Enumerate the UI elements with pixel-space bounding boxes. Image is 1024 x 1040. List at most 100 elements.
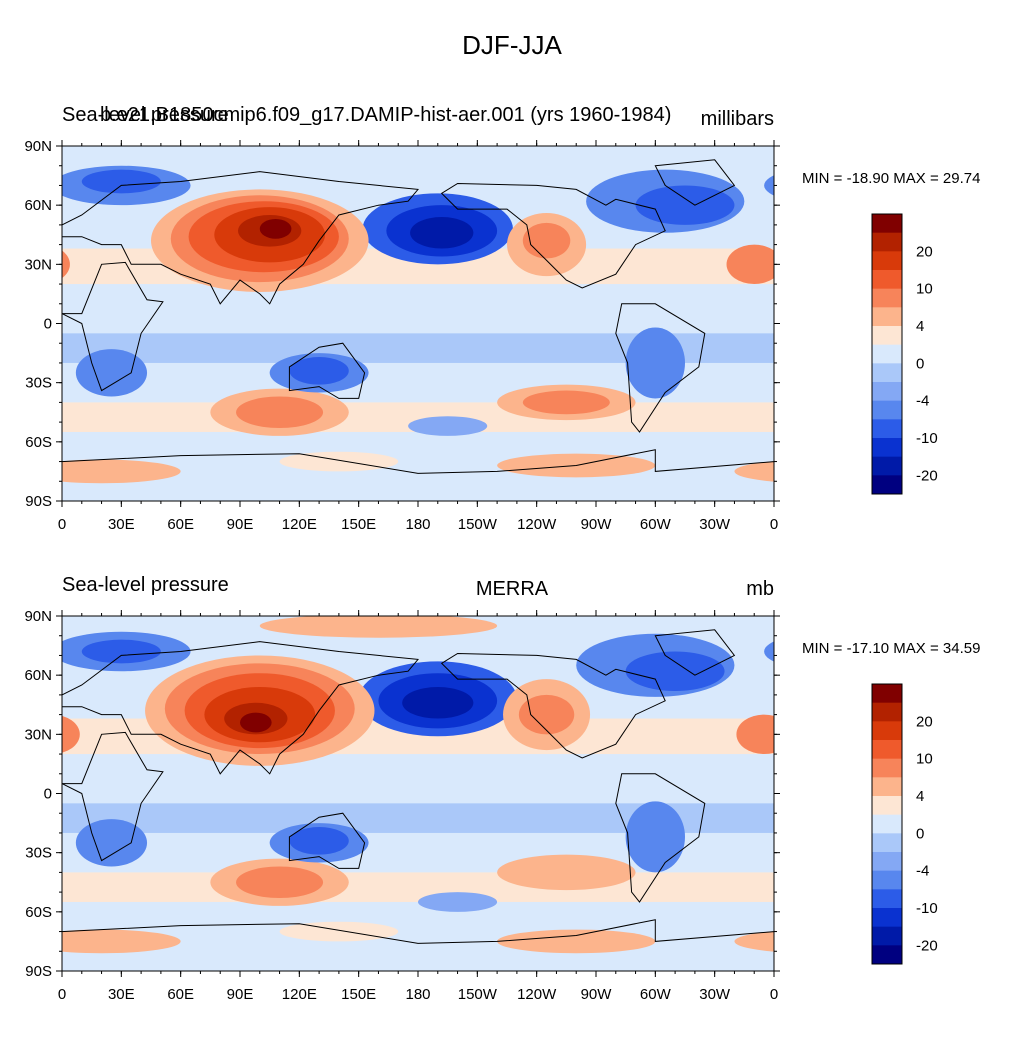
field-contour-region bbox=[948, 866, 1024, 898]
field-contour-region bbox=[259, 218, 292, 239]
field-contour-region bbox=[0, 652, 13, 691]
field-band bbox=[62, 872, 774, 902]
field-contour-region bbox=[922, 389, 1024, 436]
merra-map: 90N 60N 30N 0 30S 60S 90S 0 30E 60E 90E 120E 150E 180… bbox=[0, 608, 1024, 1003]
panel-left-label: Sea-level pressure bbox=[62, 104, 229, 126]
colorbar-label: 10 bbox=[916, 751, 933, 768]
continent-outline bbox=[615, 303, 706, 433]
field-contour-region bbox=[1001, 357, 1024, 385]
field-contour-region bbox=[635, 185, 735, 225]
field-contour-region bbox=[75, 819, 148, 867]
field-contour-region bbox=[279, 451, 399, 472]
colorbar-swatch bbox=[872, 344, 902, 364]
colorbar-swatch bbox=[872, 908, 902, 928]
lat-tick-label: 60N bbox=[24, 197, 52, 214]
lon-tick-label: 90W bbox=[581, 516, 613, 533]
colorbar-swatch bbox=[872, 232, 902, 252]
lon-tick-label: 60W bbox=[640, 516, 672, 533]
field-contour-region bbox=[901, 201, 1024, 272]
colorbar-label: 0 bbox=[916, 355, 924, 372]
colorbar-swatch bbox=[872, 852, 902, 872]
colorbar-label: 4 bbox=[916, 318, 924, 335]
field-contour-region bbox=[289, 827, 349, 855]
colorbar-swatch bbox=[872, 889, 902, 909]
field-contour-region bbox=[62, 715, 80, 753]
field-contour-region bbox=[936, 703, 999, 735]
continent-outline bbox=[62, 261, 164, 392]
field-contour-region bbox=[972, 614, 1024, 638]
field-contour-region bbox=[236, 396, 324, 429]
panel-minmax: MIN = -18.90 MAX = 29.74 bbox=[802, 170, 981, 187]
continent-outline bbox=[440, 182, 666, 289]
colorbar-label: -4 bbox=[916, 393, 929, 410]
panel-left-label: Sea-level pressure bbox=[62, 574, 229, 596]
lat-tick-label: 90N bbox=[24, 138, 52, 155]
colorbar-swatch bbox=[872, 777, 902, 797]
panel-units-label: millibars bbox=[700, 108, 774, 130]
lon-tick-label: 180 bbox=[405, 516, 430, 533]
field-contour-region bbox=[240, 712, 272, 733]
lat-tick-label: 60N bbox=[24, 667, 52, 684]
field-contour-region bbox=[736, 714, 774, 755]
field-contour-region bbox=[402, 687, 474, 719]
lat-tick-label: 30N bbox=[24, 256, 52, 273]
colorbar-label: 10 bbox=[916, 281, 933, 298]
field-contour-region bbox=[764, 641, 774, 662]
panel-units-label: mb bbox=[746, 578, 774, 600]
lon-tick-label: 90E bbox=[227, 516, 254, 533]
lon-tick-label: 120E bbox=[282, 986, 317, 1003]
field-contour-region bbox=[992, 452, 1024, 472]
field-contour-region bbox=[734, 931, 774, 952]
field-contour-region bbox=[897, 673, 1024, 748]
lon-tick-label: 30W bbox=[699, 986, 731, 1003]
continent-outline bbox=[288, 812, 366, 869]
colorbar: 20 10 4 0 -4 -10 -20 bbox=[871, 213, 938, 495]
field-contour-region bbox=[625, 327, 685, 399]
colorbar-swatch bbox=[872, 740, 902, 760]
field-contour-region bbox=[81, 639, 161, 664]
colorbar-label: -4 bbox=[916, 863, 929, 880]
colorbar-label: 0 bbox=[916, 825, 924, 842]
continent-outline bbox=[62, 731, 164, 862]
lon-tick-label: 150W bbox=[458, 516, 498, 533]
colorbar-swatch bbox=[872, 400, 902, 420]
colorbar-swatch bbox=[872, 382, 902, 402]
lon-tick-label: 0 bbox=[770, 986, 778, 1003]
field-contour-region bbox=[518, 694, 575, 735]
colorbar: 20 10 4 0 -4 -10 -20 bbox=[871, 683, 938, 965]
field-contour-region bbox=[922, 859, 1024, 906]
lat-tick-label: 90N bbox=[24, 608, 52, 625]
lat-tick-label: 30N bbox=[24, 726, 52, 743]
field-contour-region bbox=[62, 929, 181, 954]
field-contour-region bbox=[0, 634, 22, 697]
field-contour-region bbox=[497, 929, 656, 954]
field-contour-region bbox=[788, 349, 859, 396]
colorbar-swatch bbox=[872, 684, 902, 704]
lon-tick-label: 180 bbox=[405, 986, 430, 1003]
colorbar-frame bbox=[871, 213, 903, 495]
field-contour-region bbox=[972, 219, 1004, 239]
model-map: 90N 60N 30N 0 30S 60S 90S 0 30E 60E 90E 120E 150E 180… bbox=[24, 138, 1024, 533]
lon-tick-label: 60E bbox=[167, 986, 194, 1003]
field-contour-region bbox=[259, 616, 498, 638]
colorbar-swatch bbox=[872, 419, 902, 439]
lon-tick-label: 0 bbox=[58, 516, 66, 533]
colorbar-label: -20 bbox=[916, 467, 938, 484]
colorbar-swatch bbox=[872, 363, 902, 383]
main-title: DJF-JJA bbox=[462, 30, 562, 60]
continent-outline bbox=[654, 159, 736, 206]
lon-tick-label: 120E bbox=[282, 516, 317, 533]
lon-tick-label: 150E bbox=[341, 986, 376, 1003]
panel-minmax: MIN = -17.10 MAX = 34.59 bbox=[802, 640, 981, 657]
lon-tick-label: 90W bbox=[581, 986, 613, 1003]
continent-outline bbox=[440, 652, 666, 759]
colorbar-swatch bbox=[872, 814, 902, 834]
colorbar-label: -10 bbox=[916, 900, 938, 917]
lat-tick-label: 90S bbox=[25, 963, 52, 980]
colorbar-swatch bbox=[872, 456, 902, 476]
continent-outline bbox=[62, 919, 774, 971]
pressure-field bbox=[62, 146, 1024, 501]
lat-tick-label: 30S bbox=[25, 845, 52, 862]
colorbar-swatch bbox=[872, 796, 902, 816]
field-contour-region bbox=[794, 640, 873, 664]
